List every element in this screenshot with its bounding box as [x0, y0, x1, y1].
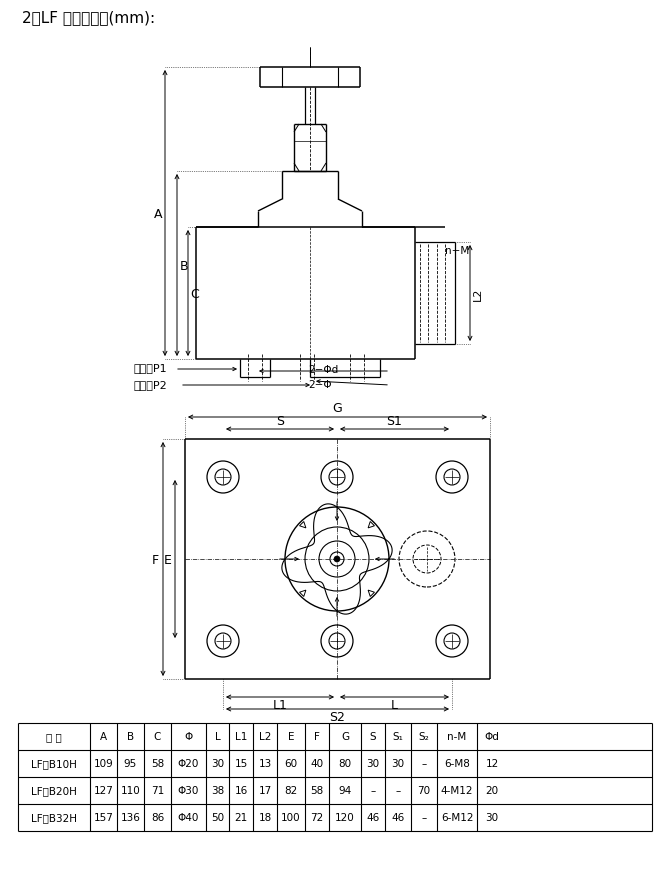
Text: 86: 86 [151, 813, 164, 823]
Text: B: B [127, 732, 134, 741]
Text: 109: 109 [94, 759, 113, 768]
Text: C: C [154, 732, 161, 741]
Text: S2: S2 [330, 711, 346, 724]
Text: 2−Φ: 2−Φ [308, 380, 332, 389]
Text: S₁: S₁ [393, 732, 403, 741]
Text: 157: 157 [94, 813, 113, 823]
Text: L1: L1 [273, 699, 287, 712]
Circle shape [334, 556, 340, 562]
Text: S1: S1 [387, 415, 403, 428]
Text: –: – [395, 786, 401, 796]
Text: G: G [332, 402, 342, 415]
Text: 80: 80 [338, 759, 352, 768]
Text: Φd: Φd [484, 732, 499, 741]
Text: 58: 58 [310, 786, 324, 796]
Text: LF－B32H: LF－B32H [31, 813, 77, 823]
Text: 72: 72 [310, 813, 324, 823]
Text: 30: 30 [486, 813, 498, 823]
Text: 94: 94 [338, 786, 352, 796]
Text: L: L [214, 732, 220, 741]
Text: A: A [153, 208, 162, 220]
Text: 21: 21 [234, 813, 248, 823]
Text: –: – [371, 786, 376, 796]
Text: L2: L2 [473, 287, 483, 301]
Text: 127: 127 [94, 786, 113, 796]
Text: L1: L1 [234, 732, 247, 741]
Text: 6-M12: 6-M12 [441, 813, 473, 823]
Text: C: C [191, 287, 200, 300]
Text: 15: 15 [234, 759, 248, 768]
Text: 100: 100 [281, 813, 301, 823]
Text: 17: 17 [259, 786, 271, 796]
Text: 38: 38 [211, 786, 224, 796]
Text: S: S [276, 415, 284, 428]
Text: 71: 71 [151, 786, 164, 796]
Text: Φ30: Φ30 [178, 786, 199, 796]
Text: Φ: Φ [184, 732, 193, 741]
Text: 进油口P1: 进油口P1 [133, 362, 167, 373]
Text: 13: 13 [259, 759, 271, 768]
Text: Φ20: Φ20 [178, 759, 199, 768]
Text: S: S [370, 732, 377, 741]
Text: B: B [180, 259, 188, 272]
Text: 70: 70 [417, 786, 431, 796]
Text: 136: 136 [121, 813, 141, 823]
Text: 型 号: 型 号 [46, 732, 62, 741]
Text: F: F [151, 553, 159, 566]
Text: E: E [287, 732, 294, 741]
Text: E: E [164, 553, 172, 566]
Text: 2、LF 型板式连接(mm):: 2、LF 型板式连接(mm): [22, 10, 155, 25]
Text: 30: 30 [391, 759, 405, 768]
Text: LF－B10H: LF－B10H [31, 759, 77, 768]
Text: 出油口P2: 出油口P2 [133, 380, 167, 389]
Text: –: – [421, 759, 427, 768]
Text: 46: 46 [366, 813, 380, 823]
Text: G: G [341, 732, 349, 741]
Text: A: A [100, 732, 107, 741]
Text: 18: 18 [259, 813, 271, 823]
Text: 58: 58 [151, 759, 164, 768]
Text: 30: 30 [366, 759, 380, 768]
Text: 4-M12: 4-M12 [441, 786, 473, 796]
Text: 82: 82 [284, 786, 297, 796]
Text: 40: 40 [310, 759, 324, 768]
Text: L2: L2 [259, 732, 271, 741]
Text: 46: 46 [391, 813, 405, 823]
Text: S₂: S₂ [419, 732, 429, 741]
Text: n−M: n−M [445, 246, 469, 255]
Text: 6-M8: 6-M8 [444, 759, 470, 768]
Text: LF－B20H: LF－B20H [31, 786, 77, 796]
Text: –: – [421, 813, 427, 823]
Text: 30: 30 [211, 759, 224, 768]
Text: F: F [314, 732, 320, 741]
Text: 95: 95 [124, 759, 137, 768]
Text: 20: 20 [486, 786, 498, 796]
Text: L: L [391, 699, 398, 712]
Text: 60: 60 [285, 759, 297, 768]
Text: Φ40: Φ40 [178, 813, 199, 823]
Text: 16: 16 [234, 786, 248, 796]
Text: 120: 120 [335, 813, 355, 823]
Text: 110: 110 [121, 786, 141, 796]
Text: n-M: n-M [448, 732, 466, 741]
Text: 12: 12 [485, 759, 498, 768]
Text: 2−Φd: 2−Φd [308, 365, 338, 375]
Text: 50: 50 [211, 813, 224, 823]
